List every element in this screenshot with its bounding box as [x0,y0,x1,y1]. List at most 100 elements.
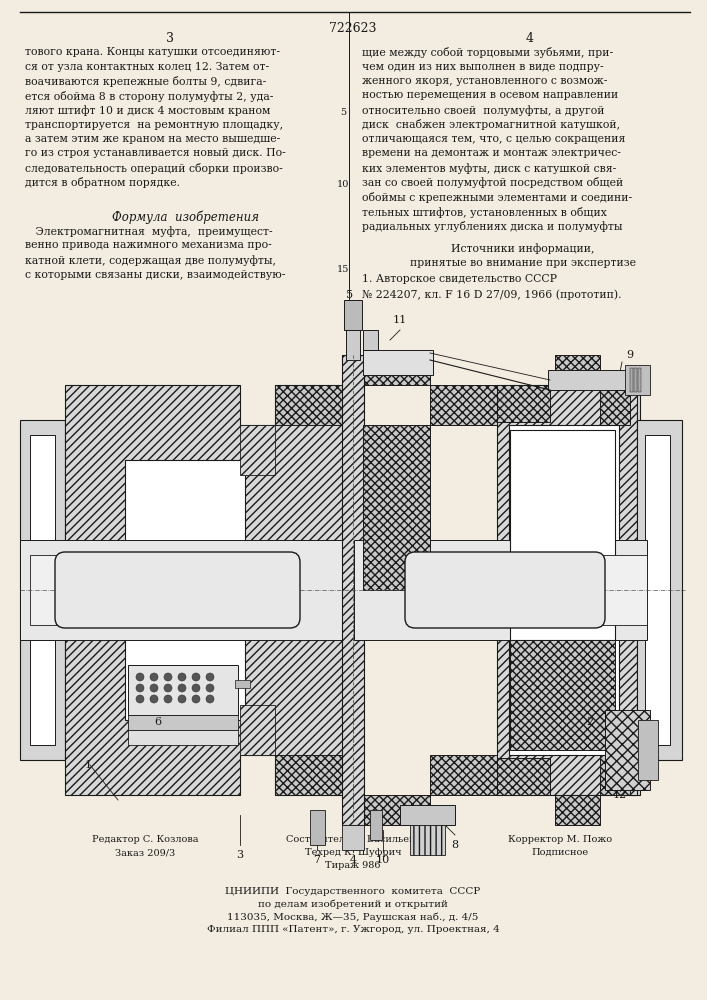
Text: Составитель В. Васильева: Составитель В. Васильева [286,835,420,844]
Text: транспортируется  на ремонтную площадку,: транспортируется на ремонтную площадку, [25,119,283,129]
Text: ких элементов муфты, диск с катушкой свя-: ких элементов муфты, диск с катушкой свя… [362,163,617,174]
Text: обоймы с крепежными элементами и соедини-: обоймы с крепежными элементами и соедини… [362,192,632,203]
Text: щие между собой торцовыми зубьями, при-: щие между собой торцовыми зубьями, при- [362,47,613,58]
Text: го из строя устанавливается новый диск. По-: го из строя устанавливается новый диск. … [25,148,286,158]
Circle shape [178,684,186,692]
Text: 5: 5 [346,290,354,300]
Text: 1: 1 [84,760,92,770]
FancyBboxPatch shape [405,552,605,628]
Bar [344,300,362,330]
Text: Корректор М. Пожо: Корректор М. Пожо [508,835,612,844]
Circle shape [178,695,186,703]
Text: Филиал ППП «Патент», г. Ужгород, ул. Проектная, 4: Филиал ППП «Патент», г. Ужгород, ул. Про… [206,926,499,934]
Polygon shape [275,355,630,425]
Text: катной клети, содержащая две полумуфты,: катной клети, содержащая две полумуфты, [25,255,276,266]
Text: отличающаяся тем, что, с целью сокращения: отличающаяся тем, что, с целью сокращени… [362,134,626,144]
Text: 3: 3 [236,850,244,860]
Text: 6: 6 [154,717,162,727]
Text: относительно своей  полумуфты, а другой: относительно своей полумуфты, а другой [362,105,604,116]
Circle shape [192,673,200,681]
Text: дится в обратном порядке.: дится в обратном порядке. [25,178,180,188]
Bar [128,665,238,715]
Text: Источники информации,: Источники информации, [451,243,595,254]
Polygon shape [275,755,630,825]
Bar [354,540,647,640]
Text: ляют штифт 10 и диск 4 мостовым краном: ляют штифт 10 и диск 4 мостовым краном [25,105,270,116]
Circle shape [206,684,214,692]
Bar [363,350,433,375]
Bar [30,555,225,625]
Text: Формула  изобретения: Формула изобретения [112,210,259,224]
Text: ностью перемещения в осевом направлении: ностью перемещения в осевом направлении [362,91,618,101]
Bar [342,355,364,825]
Bar [240,705,275,755]
Text: 10: 10 [337,180,349,189]
Circle shape [206,673,214,681]
Text: Редактор С. Козлова: Редактор С. Козлова [92,835,198,844]
Circle shape [164,695,172,703]
Text: диск  снабжен электромагнитной катушкой,: диск снабжен электромагнитной катушкой, [362,119,620,130]
Text: Электромагнитная  муфта,  преимущест-: Электромагнитная муфта, преимущест- [25,226,273,237]
Text: Тираж 986: Тираж 986 [325,861,381,870]
Text: зан со своей полумуфтой посредством общей: зан со своей полумуфтой посредством обще… [362,178,624,188]
Bar [548,370,638,390]
Bar [235,680,250,688]
Text: 12: 12 [613,790,627,800]
Text: Техред К. Шуфрич: Техред К. Шуфрич [305,848,402,857]
Bar [625,365,650,395]
Bar [20,540,355,640]
Bar [634,368,637,392]
Text: 1. Авторское свидетельство СССР: 1. Авторское свидетельство СССР [362,274,557,284]
Bar [637,420,682,760]
Bar [630,368,633,392]
FancyBboxPatch shape [55,552,300,628]
Text: 11: 11 [393,315,407,325]
Text: принятые во внимание при экспертизе: принятые во внимание при экспертизе [410,258,636,268]
Circle shape [164,684,172,692]
Text: женного якоря, установленного с возмож-: женного якоря, установленного с возмож- [362,76,607,86]
Circle shape [206,695,214,703]
Bar [400,805,455,825]
Text: № 224207, кл. F 16 D 27/09, 1966 (прототип).: № 224207, кл. F 16 D 27/09, 1966 (протот… [362,289,621,300]
Bar [342,825,364,850]
Circle shape [192,695,200,703]
Text: 3: 3 [166,32,174,45]
Circle shape [150,695,158,703]
Text: а затем этим же краном на место вышедше-: а затем этим же краном на место вышедше- [25,134,280,144]
Circle shape [150,684,158,692]
Text: тового крана. Концы катушки отсоединяют-: тового крана. Концы катушки отсоединяют- [25,47,280,57]
Text: тельных штифтов, установленных в общих: тельных штифтов, установленных в общих [362,207,607,218]
Bar [510,430,615,640]
Bar [500,555,647,625]
Bar [240,425,275,475]
Circle shape [164,673,172,681]
Text: ЦНИИПИ  Государственного  комитета  СССР: ЦНИИПИ Государственного комитета СССР [226,886,481,896]
Text: 4: 4 [349,855,356,865]
Bar [363,425,430,590]
Text: радиальных углублениях диска и полумуфты: радиальных углублениях диска и полумуфты [362,221,622,232]
Text: 9: 9 [626,350,633,360]
Text: 113035, Москва, Ж—35, Раушская наб., д. 4/5: 113035, Москва, Ж—35, Раушская наб., д. … [228,912,479,922]
Bar [638,720,658,780]
Bar [20,420,65,760]
Text: времени на демонтаж и монтаж электричес-: времени на демонтаж и монтаж электричес- [362,148,621,158]
Circle shape [136,673,144,681]
Circle shape [136,695,144,703]
Text: чем один из них выполнен в виде подпру-: чем один из них выполнен в виде подпру- [362,62,604,72]
Circle shape [178,673,186,681]
Text: Заказ 209/3: Заказ 209/3 [115,848,175,857]
Bar [370,810,382,840]
Bar [605,710,650,790]
Text: воачиваются крепежные болты 9, сдвига-: воачиваются крепежные болты 9, сдвига- [25,76,267,87]
Circle shape [192,684,200,692]
Text: 2: 2 [586,717,594,727]
Text: 7: 7 [313,855,320,865]
Text: по делам изобретений и открытий: по делам изобретений и открытий [258,900,448,909]
Text: 8: 8 [452,840,459,850]
Text: 5: 5 [340,108,346,117]
Bar [509,425,619,755]
Bar [128,730,238,745]
Bar [30,435,55,745]
Bar [128,715,238,730]
Circle shape [136,684,144,692]
